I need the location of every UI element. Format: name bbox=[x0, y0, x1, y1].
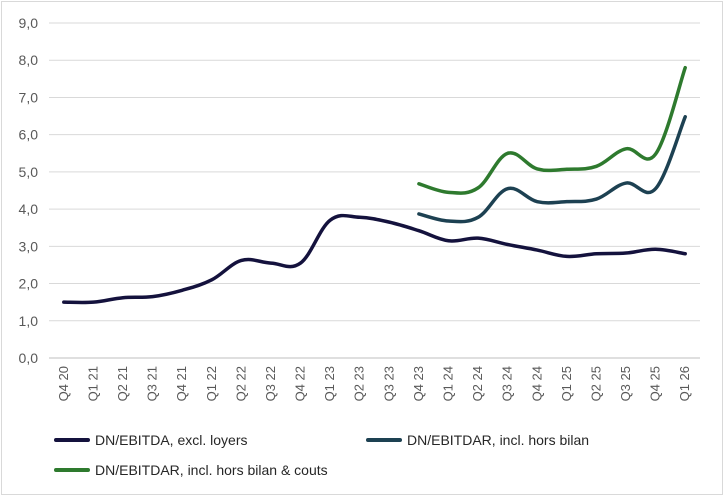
legend-item-1: DN/EBITDAR, incl. hors bilan bbox=[366, 432, 589, 448]
x-tick-label: Q2 22 bbox=[233, 366, 248, 401]
x-tick-label: Q4 24 bbox=[529, 366, 544, 401]
series-line-0 bbox=[62, 213, 687, 305]
x-tick-label: Q3 22 bbox=[263, 366, 278, 401]
x-tick-label: Q4 22 bbox=[293, 366, 308, 401]
legend-label-2: DN/EBITDAR, incl. hors bilan & couts bbox=[95, 462, 328, 478]
x-tick-label: Q2 21 bbox=[115, 366, 130, 401]
y-tick-label: 3,0 bbox=[19, 238, 39, 254]
y-tick-label: 5,0 bbox=[19, 164, 39, 180]
legend-label-1: DN/EBITDAR, incl. hors bilan bbox=[407, 432, 589, 448]
x-tick-label: Q2 23 bbox=[352, 366, 367, 401]
y-tick-label: 7,0 bbox=[19, 89, 39, 105]
y-axis-ticks: 0,0 1,0 2,0 3,0 4,0 5,0 6,0 7,0 8,0 9,0 bbox=[19, 15, 39, 366]
x-tick-label: Q1 21 bbox=[85, 366, 100, 401]
x-tick-label: Q2 24 bbox=[470, 366, 485, 401]
x-tick-label: Q1 24 bbox=[440, 366, 455, 401]
series-line-1 bbox=[417, 115, 687, 224]
y-tick-label: 4,0 bbox=[19, 201, 39, 217]
series-lines bbox=[62, 65, 687, 305]
legend-label-0: DN/EBITDA, excl. loyers bbox=[95, 432, 247, 448]
x-tick-label: Q4 20 bbox=[56, 366, 71, 401]
legend-item-2: DN/EBITDAR, incl. hors bilan & couts bbox=[54, 462, 328, 478]
x-tick-label: Q1 23 bbox=[322, 366, 337, 401]
x-tick-label: Q1 26 bbox=[677, 366, 692, 401]
x-tick-label: Q4 23 bbox=[411, 366, 426, 401]
y-tick-label: 8,0 bbox=[19, 52, 39, 68]
x-tick-label: Q3 23 bbox=[381, 366, 396, 401]
legend-item-0: DN/EBITDA, excl. loyers bbox=[54, 432, 247, 448]
x-tick-label: Q3 21 bbox=[145, 366, 160, 401]
y-tick-label: 6,0 bbox=[19, 127, 39, 143]
x-tick-label: Q2 25 bbox=[588, 366, 603, 401]
x-tick-label: Q4 21 bbox=[174, 366, 189, 401]
y-tick-label: 0,0 bbox=[19, 350, 39, 366]
y-tick-label: 2,0 bbox=[19, 276, 39, 292]
x-tick-label: Q4 25 bbox=[648, 366, 663, 401]
gridlines bbox=[49, 22, 700, 359]
x-tick-label: Q3 24 bbox=[500, 366, 515, 401]
series-line-2 bbox=[417, 65, 687, 195]
x-tick-label: Q1 22 bbox=[204, 366, 219, 401]
y-tick-label: 1,0 bbox=[19, 313, 39, 329]
y-tick-label: 9,0 bbox=[19, 15, 39, 31]
x-axis-ticks: Q4 20 Q1 21 Q2 21 Q3 21 Q4 21 Q1 22 Q2 22 Q3 22… bbox=[56, 366, 692, 401]
x-tick-label: Q3 25 bbox=[618, 366, 633, 401]
x-tick-label: Q1 25 bbox=[559, 366, 574, 401]
legend: DN/EBITDA, excl. loyers DN/EBITDAR, incl… bbox=[54, 432, 589, 478]
